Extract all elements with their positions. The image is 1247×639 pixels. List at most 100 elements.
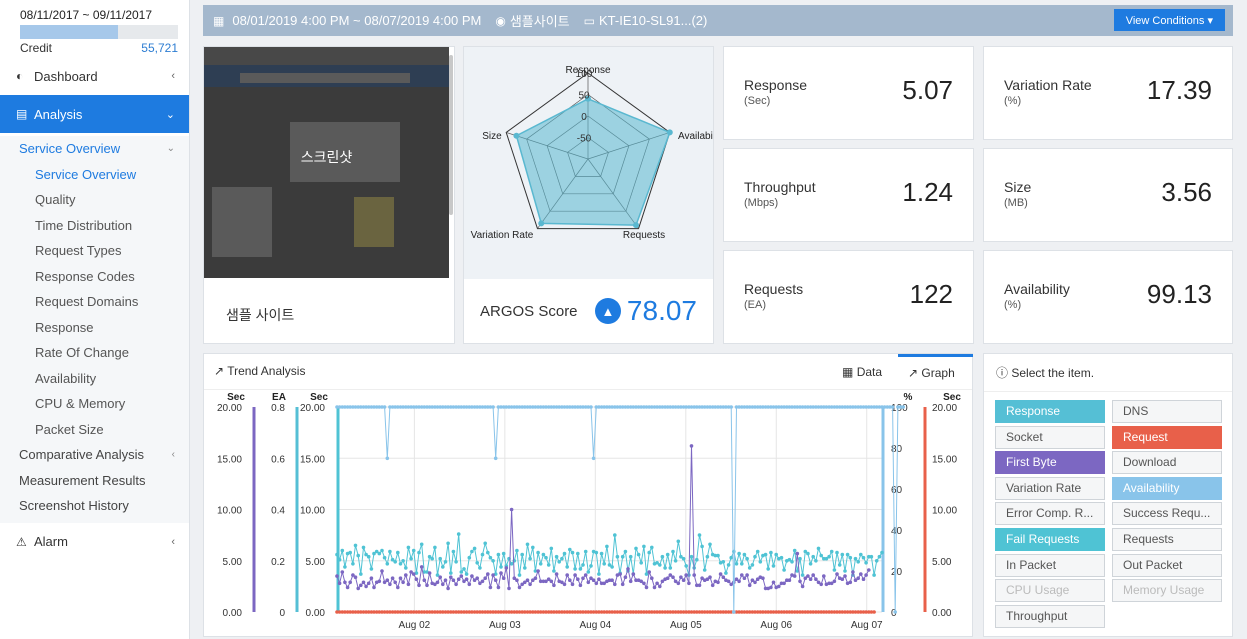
- nav-analysis[interactable]: ▤ Analysis ⌄: [0, 95, 189, 133]
- select-item-dns[interactable]: DNS: [1112, 400, 1222, 423]
- nav-packet-size[interactable]: Packet Size: [35, 421, 104, 437]
- series-point: [859, 572, 863, 576]
- view-conditions-button[interactable]: View Conditions ▾: [1113, 9, 1225, 31]
- select-item-response[interactable]: Response: [995, 400, 1105, 423]
- screenshot-thumbnail[interactable]: 스크린샷: [204, 47, 449, 278]
- series-point: [356, 610, 360, 614]
- series-point: [435, 610, 440, 614]
- series-point: [869, 405, 874, 409]
- series-point: [671, 575, 675, 579]
- radar-point: [666, 129, 673, 136]
- nav-service-overview-group[interactable]: Service Overview ⌄: [0, 136, 189, 162]
- sidebar: 08/11/2017 ~ 09/11/2017 Credit 55,721 ◐ …: [0, 0, 190, 639]
- series-point: [747, 405, 752, 409]
- series-point: [552, 405, 556, 409]
- series-point: [528, 556, 532, 561]
- nav-availability[interactable]: Availability: [35, 370, 97, 386]
- radar-tick-label: 100: [576, 69, 593, 80]
- series-point: [705, 610, 710, 614]
- nav-cpu-memory[interactable]: CPU & Memory: [35, 396, 126, 411]
- series-point: [819, 582, 823, 587]
- select-item-first-byte[interactable]: First Byte: [995, 451, 1105, 475]
- series-point: [591, 578, 596, 582]
- tab-data[interactable]: ▦ Data: [832, 354, 892, 390]
- nav-dashboard[interactable]: ◐ Dashboard ‹: [0, 57, 189, 95]
- series-point: [874, 405, 879, 409]
- nav-response-codes[interactable]: Response Codes: [35, 268, 135, 284]
- series-point: [335, 552, 339, 557]
- select-item-out-packet[interactable]: Out Packet: [1112, 553, 1222, 577]
- series-point: [710, 610, 715, 614]
- select-item-success-requ[interactable]: Success Requ...: [1112, 502, 1222, 526]
- tab-graph[interactable]: ↗ Graph: [898, 354, 973, 390]
- nav-alarm[interactable]: ⚠ Alarm ‹: [0, 523, 189, 561]
- series-point: [769, 610, 773, 614]
- nav-screenshot-history[interactable]: Screenshot History: [0, 493, 189, 519]
- series-point: [763, 586, 768, 591]
- nav-time-distribution[interactable]: Time Distribution: [35, 217, 133, 233]
- series-point: [716, 610, 720, 614]
- metric-unit: (EA): [744, 299, 766, 311]
- series-point: [824, 556, 829, 561]
- nav-measurement-results[interactable]: Measurement Results: [0, 468, 189, 494]
- series-point: [753, 610, 757, 614]
- series-point: [848, 405, 853, 409]
- select-item-memory-usage[interactable]: Memory Usage: [1112, 579, 1222, 603]
- select-item-variation-rate[interactable]: Variation Rate: [995, 476, 1105, 500]
- series-point: [853, 405, 858, 409]
- series-point: [623, 549, 628, 554]
- nav-request-types[interactable]: Request Types: [35, 243, 122, 258]
- series-point: [822, 610, 826, 614]
- nav-request-domains[interactable]: Request Domains: [35, 294, 139, 309]
- select-item-request[interactable]: Request: [1112, 425, 1222, 449]
- nav-rate-of-change[interactable]: Rate Of Change: [35, 345, 129, 360]
- nav-quality[interactable]: Quality: [35, 192, 76, 207]
- series-point: [697, 610, 702, 614]
- series-point: [763, 405, 768, 409]
- series-point: [681, 556, 686, 561]
- series-point: [462, 579, 466, 584]
- series-point: [576, 405, 580, 409]
- series-point: [755, 405, 760, 409]
- series-point: [782, 568, 786, 572]
- series-point: [488, 405, 493, 409]
- select-item-availability[interactable]: Availability: [1112, 476, 1222, 500]
- y-axis-tick-label: 20.00: [300, 403, 325, 414]
- series-point: [422, 610, 427, 614]
- series-point: [427, 405, 432, 409]
- series-point: [644, 572, 649, 576]
- nav-response[interactable]: Response: [35, 319, 94, 335]
- series-point: [607, 578, 612, 582]
- series-point: [702, 405, 707, 409]
- series-point: [536, 550, 540, 555]
- series-point: [560, 405, 564, 409]
- select-item-in-packet[interactable]: In Packet: [995, 553, 1105, 577]
- x-axis-tick-label: Aug 06: [760, 620, 792, 631]
- series-point: [829, 405, 834, 409]
- nav-service-overview[interactable]: Service Overview: [35, 166, 137, 182]
- x-axis-tick-label: Aug 07: [851, 620, 883, 631]
- series-point: [573, 567, 577, 571]
- series-point: [740, 610, 744, 614]
- select-item-cpu-usage[interactable]: CPU Usage: [995, 579, 1105, 603]
- nav-comparative-analysis[interactable]: Comparative Analysis ‹: [0, 442, 189, 468]
- select-item-fail-requests[interactable]: Fail Requests: [995, 528, 1105, 551]
- select-item-error-comp-r[interactable]: Error Comp. R...: [995, 502, 1105, 526]
- series-point: [779, 405, 784, 409]
- select-item-socket[interactable]: Socket: [995, 425, 1105, 449]
- series-point: [576, 577, 580, 581]
- series-point: [716, 580, 720, 585]
- screenshot-scrollbar[interactable]: [449, 55, 453, 215]
- dashboard-icon: ◐: [16, 69, 24, 83]
- select-item-throughput[interactable]: Throughput: [995, 604, 1105, 628]
- series-point: [546, 563, 551, 567]
- series-point: [867, 568, 871, 572]
- series-point: [901, 405, 905, 409]
- select-item-download[interactable]: Download: [1112, 451, 1222, 475]
- series-point: [409, 610, 413, 614]
- series-point: [642, 610, 646, 614]
- series-point: [541, 579, 546, 584]
- y-axis-tick-label: 0.8: [271, 403, 285, 414]
- select-item-requests[interactable]: Requests: [1112, 528, 1222, 551]
- series-point: [509, 507, 514, 512]
